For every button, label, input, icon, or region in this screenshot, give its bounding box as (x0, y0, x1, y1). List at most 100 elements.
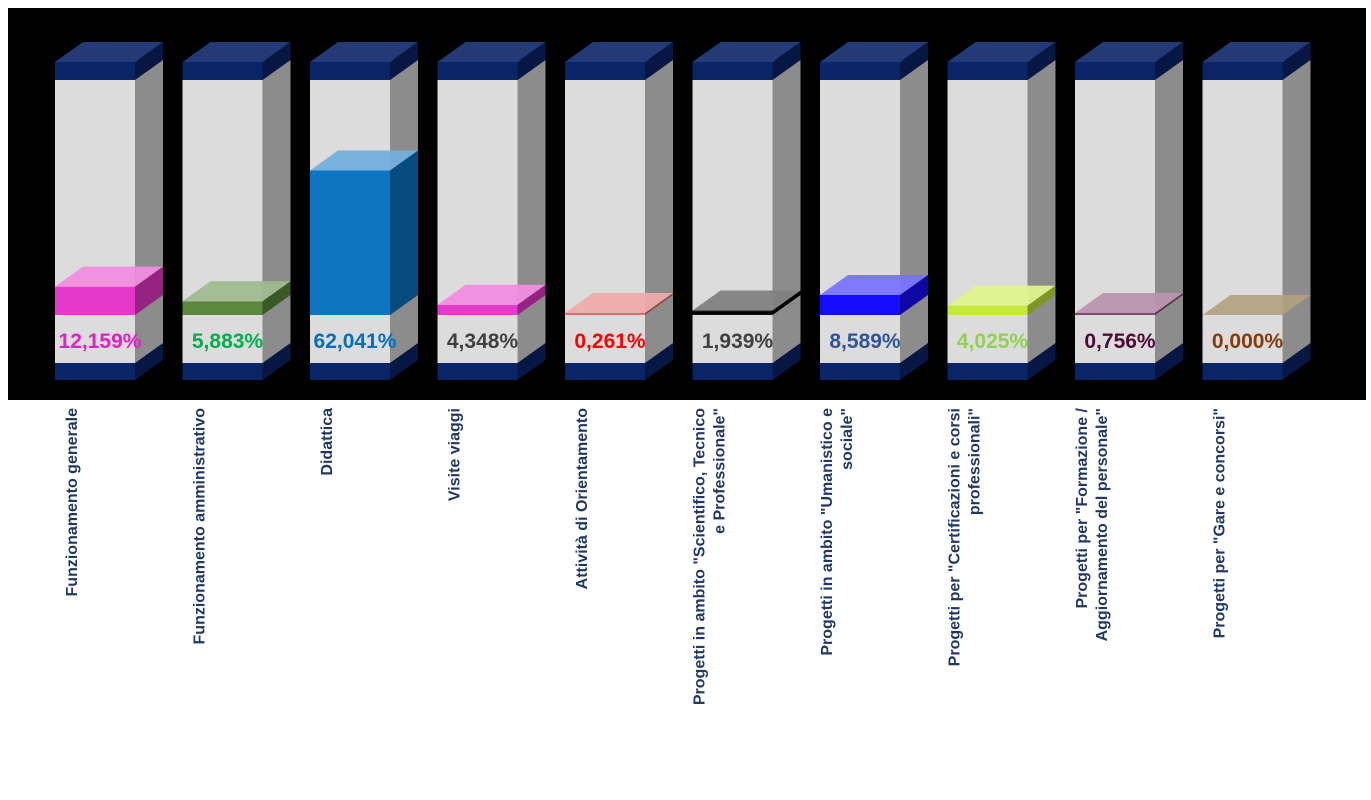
top-cap-side (135, 42, 163, 80)
bar-front (310, 170, 390, 315)
bar-group: 12,159% (55, 42, 163, 380)
tick-label: Visite viaggi (447, 408, 464, 501)
cylinder-body (182, 60, 291, 363)
data-label: 0,000% (1212, 330, 1284, 353)
cylinder-body-side (262, 60, 291, 363)
bar (820, 274, 928, 315)
cylinder-body-side (135, 60, 163, 363)
top-cap (310, 42, 418, 80)
tick-label: Progetti in ambito "Umanistico e (819, 408, 836, 656)
top-cap-top (310, 42, 418, 62)
top-cap-side (1155, 42, 1183, 80)
top-cap-top (565, 42, 673, 62)
bar-top (437, 284, 546, 305)
tick-label: Progetti per "Formazione / (1074, 407, 1091, 608)
bar-top (692, 290, 801, 311)
data-label: 0,756% (1084, 330, 1156, 353)
bar-front (55, 286, 135, 315)
bar-front (820, 294, 900, 315)
cylinder-body (1075, 60, 1183, 363)
cylinder-body-side (1282, 60, 1311, 363)
cylinder-body-front (437, 80, 518, 363)
bottom-cap-front (182, 363, 263, 380)
top-cap-top (820, 42, 928, 62)
top-cap-side (1282, 42, 1311, 80)
top-cap-side (772, 42, 801, 80)
cylinder-body (692, 60, 801, 363)
bar-side (390, 150, 418, 315)
cylinder-body-front (1202, 80, 1283, 363)
cylinder-body-side (1027, 60, 1056, 363)
cylinder-body (947, 60, 1056, 363)
top-cap-front (692, 62, 773, 80)
top-cap (947, 42, 1056, 80)
bottom-cap-front (1075, 363, 1155, 380)
cylinder-body (820, 60, 928, 363)
cylinder-body-side (1155, 60, 1183, 363)
bar (1202, 295, 1311, 315)
top-cap (820, 42, 928, 80)
category-labels: Funzionamento generale Funzionamento ammi… (64, 407, 1229, 705)
bar-group: 5,883% (182, 42, 291, 380)
bar-side (1027, 285, 1056, 315)
bar-side (900, 274, 928, 315)
bar-front (565, 313, 645, 315)
top-cap-side (390, 42, 418, 80)
cylinder-body-side (772, 60, 801, 363)
cylinder-body-front (947, 80, 1028, 363)
bar-side (517, 284, 546, 315)
bar-top (310, 150, 418, 171)
cylinder-body-side (900, 60, 928, 363)
tick-label: Didattica (319, 408, 336, 476)
bottom-cap-side (135, 343, 163, 380)
bottom-cap-front (692, 363, 773, 380)
top-cap-top (1202, 42, 1311, 62)
cylinder-body (55, 60, 163, 363)
cylinder-body-side (517, 60, 546, 363)
cylinder-body-front (182, 80, 263, 363)
cylinder-body-front (565, 80, 645, 363)
bottom-cap-side (1027, 343, 1056, 380)
top-cap-front (1075, 62, 1155, 80)
cylinder-body (437, 60, 546, 363)
top-cap-side (262, 42, 291, 80)
bar (55, 266, 163, 315)
top-cap-top (1075, 42, 1183, 62)
bar-group: 4,348% (437, 42, 546, 380)
bar-group: 62,041% (310, 42, 418, 380)
bar (947, 285, 1056, 315)
bottom-cap-side (645, 343, 673, 380)
top-cap (437, 42, 546, 80)
bar-edge (692, 291, 802, 315)
bottom-cap-side (1282, 343, 1311, 380)
cylinder-body (1202, 60, 1311, 363)
data-label: 4,025% (957, 330, 1029, 353)
bar-front (1075, 313, 1155, 315)
bar-front (182, 301, 263, 315)
bar-top (182, 281, 291, 302)
tick-label: Funzionamento amministrativo (192, 408, 209, 645)
bar-front (437, 304, 518, 315)
top-cap-front (947, 62, 1028, 80)
top-cap-front (1202, 62, 1283, 80)
data-label: 8,589% (829, 330, 901, 353)
bottom-cap-front (55, 363, 135, 380)
bar-top (820, 274, 928, 295)
bar (182, 281, 291, 315)
top-cap (565, 42, 673, 80)
cylinder-body-front (1075, 80, 1155, 363)
bar-side (645, 293, 673, 315)
bar-top (55, 266, 163, 287)
bottom-cap-side (1155, 343, 1183, 380)
bottom-cap-side (772, 343, 801, 380)
bars-layer: 12,159% 5,883% 62,041% 4,348% 0,261% 1,939% 8,… (55, 42, 1311, 380)
top-cap (1202, 42, 1311, 80)
bar-top (1075, 293, 1183, 313)
tick-label: Progetti per "Gare e concorsi" (1212, 408, 1229, 638)
top-cap-front (565, 62, 645, 80)
tick-label: Progetti per "Certificazioni e corsi (947, 408, 964, 666)
bottom-cap-side (900, 343, 928, 380)
tick-label: sociale" (839, 408, 856, 470)
cylinder-body (565, 60, 673, 363)
